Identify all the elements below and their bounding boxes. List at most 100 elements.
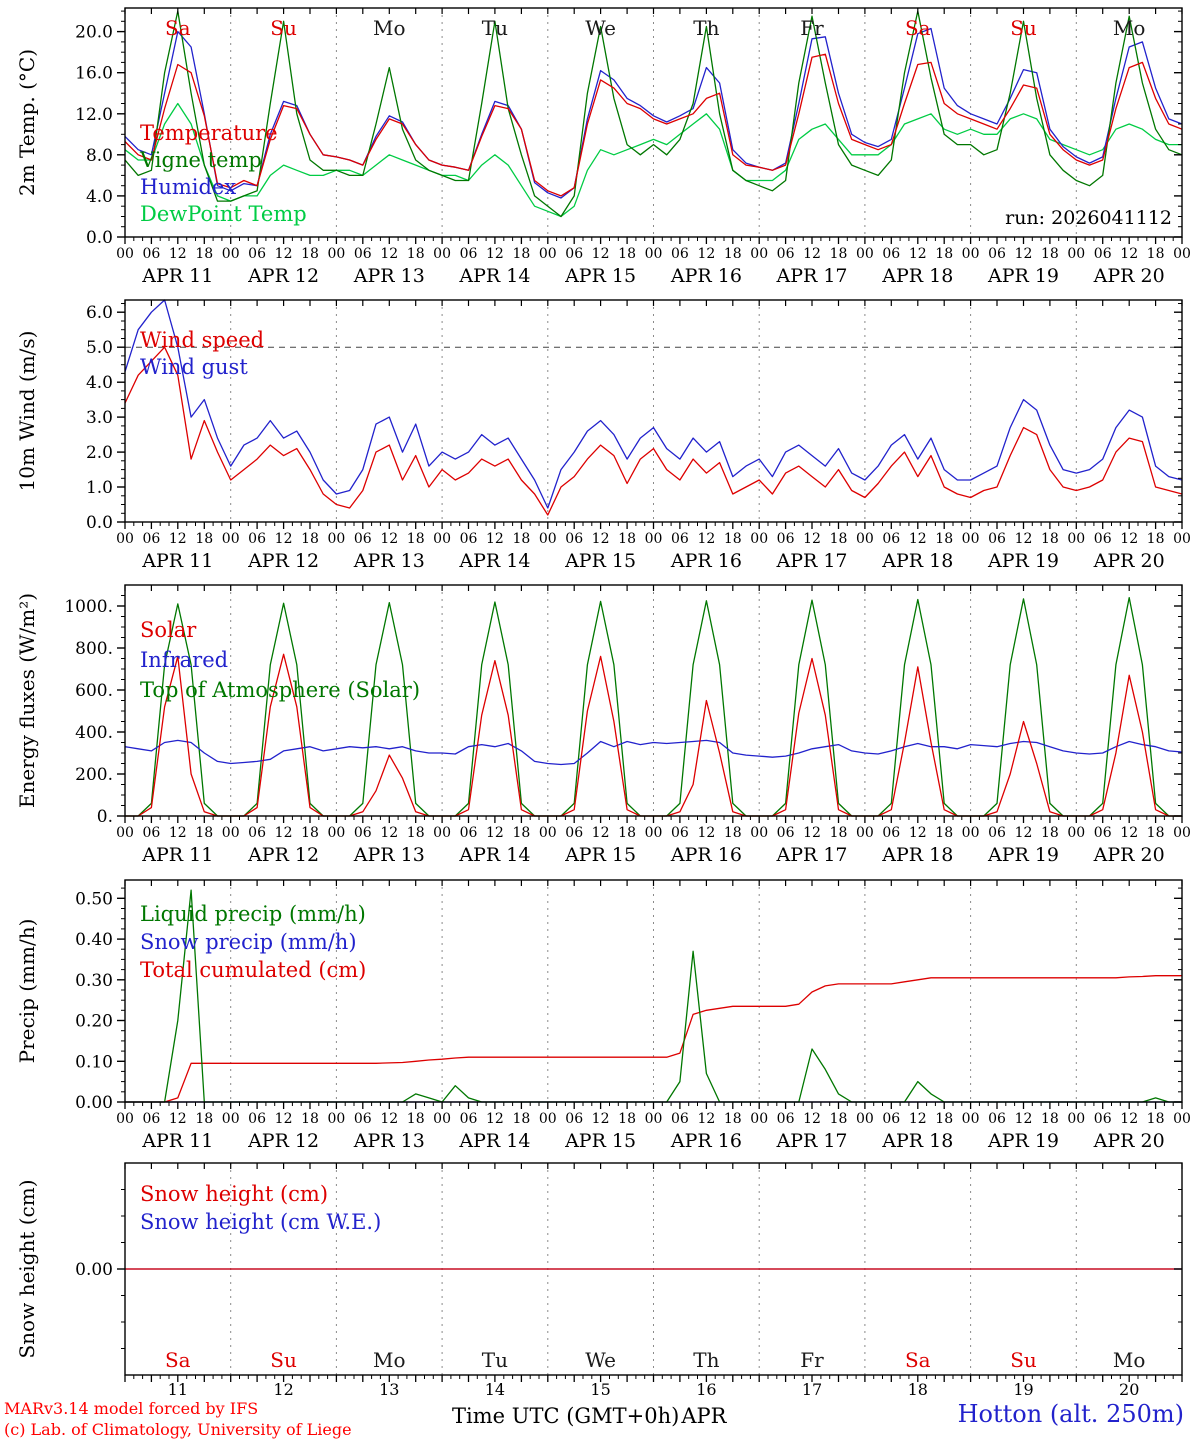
legend-wind-gust: Wind gust <box>140 355 248 379</box>
hour-tick-label: 06 <box>142 246 160 262</box>
hour-tick-label: 06 <box>777 825 795 841</box>
date-label: APR 15 <box>564 844 636 866</box>
hour-tick-label: 18 <box>1147 1111 1165 1127</box>
series-line-humidex <box>124 27 1183 199</box>
hour-tick-label: 18 <box>830 825 848 841</box>
hour-tick-label: 06 <box>777 246 795 262</box>
hour-tick-label: 06 <box>460 825 478 841</box>
day-number-label: 18 <box>908 1380 928 1399</box>
hour-tick-label: 18 <box>301 825 319 841</box>
hour-tick-label: 06 <box>671 825 689 841</box>
date-label: APR 12 <box>247 844 319 866</box>
hour-tick-label: 06 <box>354 1111 372 1127</box>
weekday-label: Sa <box>165 16 191 40</box>
hour-tick-label: 18 <box>195 531 213 547</box>
y-tick-label: 5.0 <box>86 338 113 358</box>
hour-tick-label: 18 <box>830 1111 848 1127</box>
y-tick-label: 0.50 <box>75 889 113 909</box>
hour-tick-label: 06 <box>882 531 900 547</box>
hour-tick-label: 00 <box>433 1111 451 1127</box>
hour-tick-label: 00 <box>1173 1111 1191 1127</box>
hour-tick-label: 00 <box>539 1111 557 1127</box>
hour-tick-label: 00 <box>856 246 874 262</box>
hour-tick-label: 18 <box>724 1111 742 1127</box>
hour-tick-label: 18 <box>195 825 213 841</box>
model-credit-line1: MARv3.14 model forced by IFS <box>4 1399 259 1418</box>
hour-tick-label: 00 <box>750 825 768 841</box>
hour-tick-label: 00 <box>645 825 663 841</box>
hour-tick-label: 18 <box>724 825 742 841</box>
hour-tick-label: 06 <box>248 531 266 547</box>
hour-tick-label: 12 <box>486 1111 504 1127</box>
hour-tick-label: 00 <box>1067 1111 1085 1127</box>
hour-tick-label: 12 <box>275 1111 293 1127</box>
legend-top-of-atmosphere-solar-: Top of Atmosphere (Solar) <box>140 678 420 702</box>
hour-tick-label: 00 <box>433 246 451 262</box>
hour-tick-label: 00 <box>1067 825 1085 841</box>
y-tick-label: 0.30 <box>75 971 113 991</box>
date-label: APR 20 <box>1093 1130 1165 1152</box>
hour-tick-label: 18 <box>935 825 953 841</box>
hour-tick-label: 06 <box>671 531 689 547</box>
date-label: APR 12 <box>247 550 319 572</box>
hour-tick-label: 18 <box>407 825 425 841</box>
hour-tick-label: 00 <box>222 1111 240 1127</box>
hour-tick-label: 12 <box>380 825 398 841</box>
panel-wind: 0.0 1.0 2.0 3.0 4.0 5.0 6.0 00 06 12 18 00 06 12 18 00 0… <box>15 299 1191 572</box>
y-tick-label: 1.0 <box>86 478 113 498</box>
hour-tick-label: 12 <box>1120 1111 1138 1127</box>
series-line-vigne-temp <box>124 10 1183 218</box>
hour-tick-label: 00 <box>222 531 240 547</box>
series-line-dewpoint-temp <box>124 102 1182 218</box>
run-label: run: 2026041112 <box>1005 207 1172 229</box>
hour-tick-label: 12 <box>803 246 821 262</box>
hour-tick-label: 00 <box>327 825 345 841</box>
date-label: APR 14 <box>458 550 530 572</box>
hour-tick-label: 18 <box>1147 246 1165 262</box>
hour-tick-label: 06 <box>988 531 1006 547</box>
weekday-label: We <box>585 1348 616 1372</box>
hour-tick-label: 06 <box>1094 531 1112 547</box>
hour-tick-label: 18 <box>1041 531 1059 547</box>
hour-tick-label: 06 <box>882 825 900 841</box>
hour-tick-label: 00 <box>1173 531 1191 547</box>
date-label: APR 20 <box>1093 265 1165 287</box>
y-tick-label: 4.0 <box>86 187 113 207</box>
hour-tick-label: 12 <box>697 825 715 841</box>
hour-tick-label: 06 <box>777 1111 795 1127</box>
hour-tick-label: 00 <box>116 825 134 841</box>
y-tick-label: 20.0 <box>75 23 113 43</box>
date-label: APR 11 <box>141 1130 213 1152</box>
hour-tick-label: 00 <box>962 1111 980 1127</box>
date-label: APR 17 <box>775 550 847 572</box>
hour-tick-label: 18 <box>618 825 636 841</box>
hour-tick-label: 06 <box>248 246 266 262</box>
hour-tick-label: 00 <box>433 825 451 841</box>
date-label: APR 13 <box>353 265 425 287</box>
weekday-label: We <box>585 16 616 40</box>
weekday-label: Tu <box>482 16 508 40</box>
hour-tick-label: 18 <box>935 531 953 547</box>
panel-snow: 0.00 11 12 13 14 15 16 17 18 19 20 Sa Su Mo Tu We Th Fr Sa… <box>15 1162 1183 1399</box>
y-axis-title: Precip (mm/h) <box>15 919 39 1064</box>
hour-tick-label: 18 <box>935 1111 953 1127</box>
hour-tick-label: 12 <box>486 246 504 262</box>
hour-tick-label: 18 <box>618 1111 636 1127</box>
weekday-label: Mo <box>1113 16 1146 40</box>
y-tick-label: 0.0 <box>86 228 113 248</box>
hour-tick-label: 06 <box>565 825 583 841</box>
hour-tick-label: 06 <box>460 1111 478 1127</box>
hour-tick-label: 12 <box>486 531 504 547</box>
date-label: APR 15 <box>564 265 636 287</box>
y-tick-label: 8.0 <box>86 146 113 166</box>
weekday-label: Th <box>693 16 719 40</box>
hour-tick-label: 12 <box>169 246 187 262</box>
hour-tick-label: 12 <box>803 825 821 841</box>
hour-tick-label: 00 <box>116 246 134 262</box>
weekday-label: Mo <box>373 16 406 40</box>
hour-tick-label: 18 <box>407 531 425 547</box>
hour-tick-label: 18 <box>724 246 742 262</box>
date-label: APR 17 <box>775 844 847 866</box>
date-label: APR 11 <box>141 550 213 572</box>
